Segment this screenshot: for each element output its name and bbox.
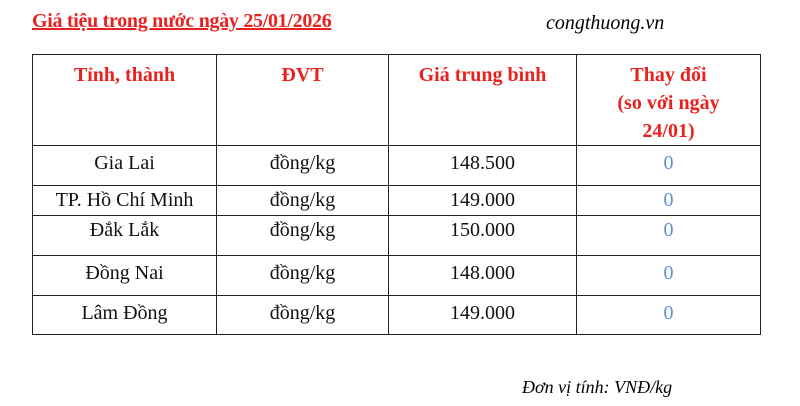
source-label: congthuong.vn [546,12,665,34]
price-cell: 149.000 [388,295,577,335]
province-cell: TP. Hồ Chí Minh [32,185,217,216]
header-price: Giá trung bình [388,54,577,146]
header-change-line2: (so với ngày [617,92,720,114]
page-title: Giá tiệu trong nước ngày 25/01/2026 [32,10,332,32]
header-change-line1: Thay đổi [630,64,707,86]
table-row: TP. Hồ Chí Minh đồng/kg 149.000 0 [32,185,761,216]
table-row: Đắk Lắk đồng/kg 150.000 0 [32,215,761,256]
price-cell: 150.000 [388,215,577,256]
unit-cell: đồng/kg [216,255,389,296]
price-cell: 148.500 [388,145,577,186]
unit-note: Đơn vị tính: VNĐ/kg [522,377,673,397]
change-cell: 0 [576,215,761,256]
change-cell: 0 [576,185,761,216]
unit-cell: đồng/kg [216,145,389,186]
price-cell: 149.000 [388,185,577,216]
header-unit: ĐVT [216,54,389,146]
price-table: Tỉnh, thành ĐVT Giá trung bình Thay đổi … [32,54,761,335]
change-cell: 0 [576,255,761,296]
province-cell: Đắk Lắk [32,215,217,256]
unit-cell: đồng/kg [216,185,389,216]
table-header-row: Tỉnh, thành ĐVT Giá trung bình Thay đổi … [32,54,761,146]
header-change-line3: 24/01) [642,120,695,142]
unit-cell: đồng/kg [216,295,389,335]
change-cell: 0 [576,145,761,186]
table-row: Đồng Nai đồng/kg 148.000 0 [32,255,761,296]
change-cell: 0 [576,295,761,335]
province-cell: Gia Lai [32,145,217,186]
province-cell: Đồng Nai [32,255,217,296]
province-cell: Lâm Đồng [32,295,217,335]
unit-cell: đồng/kg [216,215,389,256]
header-change: Thay đổi (so với ngày 24/01) [576,54,761,146]
header-province: Tỉnh, thành [32,54,217,146]
table-row: Gia Lai đồng/kg 148.500 0 [32,145,761,186]
table-row: Lâm Đồng đồng/kg 149.000 0 [32,295,761,335]
price-cell: 148.000 [388,255,577,296]
